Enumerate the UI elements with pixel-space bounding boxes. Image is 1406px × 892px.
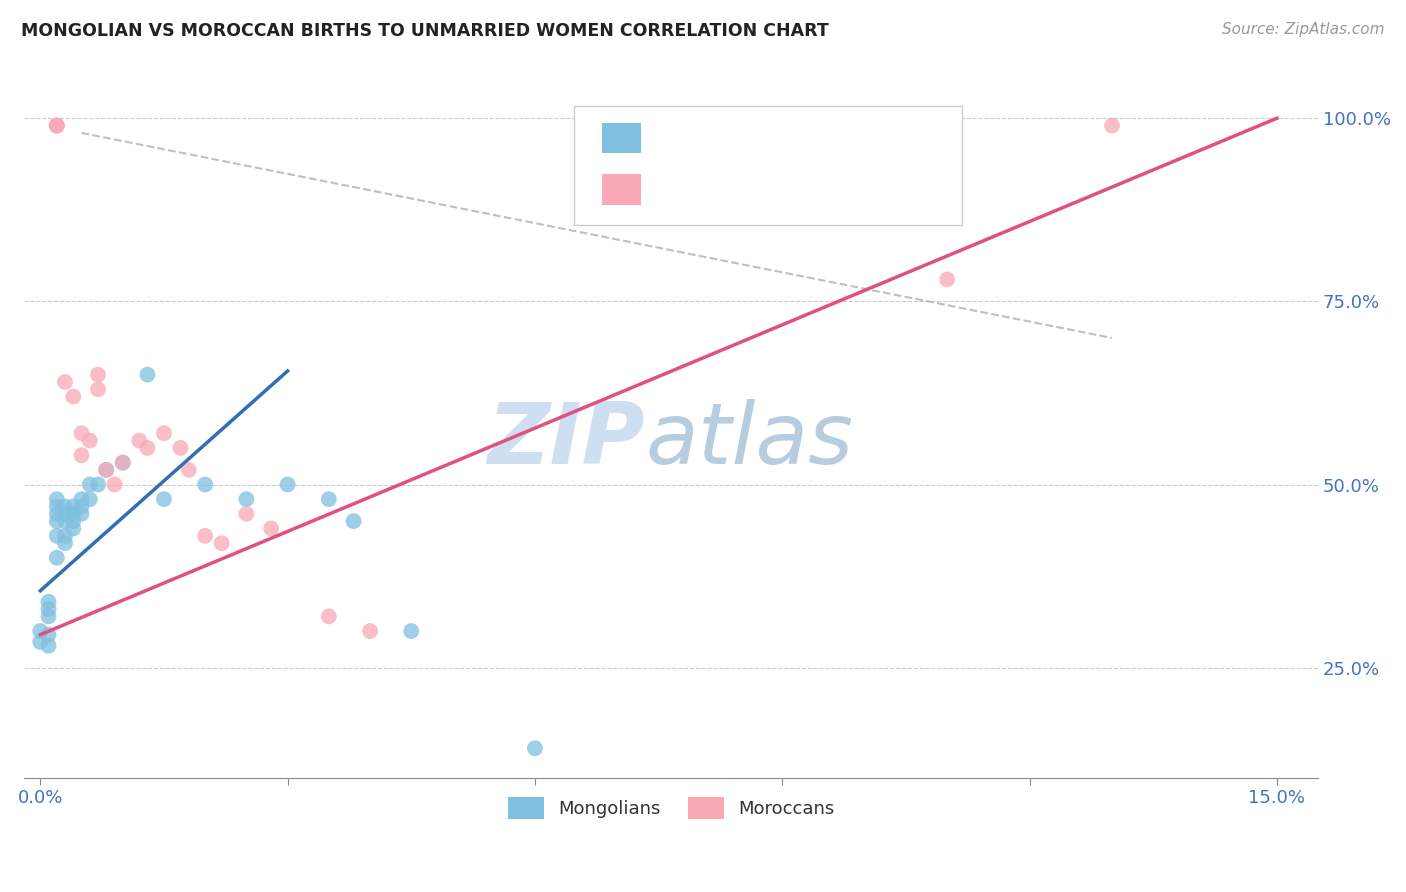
Point	[211, 536, 233, 550]
Point	[136, 368, 159, 382]
Point	[53, 536, 76, 550]
Point	[194, 529, 217, 543]
Point	[153, 492, 176, 507]
Point	[153, 426, 176, 441]
Point	[38, 595, 60, 609]
Point	[96, 463, 118, 477]
Point	[38, 639, 60, 653]
Point	[70, 492, 93, 507]
Point	[194, 477, 217, 491]
Point	[62, 390, 84, 404]
FancyBboxPatch shape	[602, 123, 641, 153]
Point	[111, 456, 134, 470]
Point	[45, 119, 67, 133]
Point	[87, 477, 110, 491]
Point	[359, 624, 381, 638]
Text: N = 28: N = 28	[806, 180, 873, 199]
Point	[70, 500, 93, 514]
Point	[38, 602, 60, 616]
Point	[79, 434, 101, 448]
Point	[53, 500, 76, 514]
Point	[1101, 119, 1123, 133]
Point	[111, 456, 134, 470]
Point	[235, 492, 257, 507]
Point	[128, 434, 150, 448]
Point	[70, 448, 93, 462]
Point	[62, 514, 84, 528]
Point	[342, 514, 364, 528]
Point	[936, 272, 959, 286]
Point	[53, 514, 76, 528]
Point	[45, 119, 67, 133]
Legend: Mongolians, Moroccans: Mongolians, Moroccans	[501, 789, 842, 826]
Text: atlas: atlas	[645, 399, 853, 482]
Text: MONGOLIAN VS MOROCCAN BIRTHS TO UNMARRIED WOMEN CORRELATION CHART: MONGOLIAN VS MOROCCAN BIRTHS TO UNMARRIE…	[21, 22, 830, 40]
Point	[38, 628, 60, 642]
Point	[277, 477, 299, 491]
Text: N = 39: N = 39	[806, 128, 873, 147]
Point	[79, 477, 101, 491]
Point	[30, 635, 52, 649]
Point	[523, 741, 546, 756]
Point	[318, 609, 340, 624]
Point	[45, 492, 67, 507]
Point	[53, 507, 76, 521]
Point	[235, 507, 257, 521]
Point	[45, 550, 67, 565]
Point	[53, 529, 76, 543]
Text: R = 0.499: R = 0.499	[657, 128, 755, 147]
Point	[318, 492, 340, 507]
Point	[62, 500, 84, 514]
Point	[45, 119, 67, 133]
Point	[38, 609, 60, 624]
Point	[53, 375, 76, 389]
Point	[62, 507, 84, 521]
FancyBboxPatch shape	[602, 175, 641, 204]
FancyBboxPatch shape	[574, 106, 962, 225]
Text: Source: ZipAtlas.com: Source: ZipAtlas.com	[1222, 22, 1385, 37]
Text: ZIP: ZIP	[488, 399, 645, 482]
Point	[96, 463, 118, 477]
Point	[401, 624, 423, 638]
Point	[70, 426, 93, 441]
Point	[79, 492, 101, 507]
Point	[177, 463, 200, 477]
Point	[169, 441, 191, 455]
Point	[260, 521, 283, 535]
Text: R = 0.509: R = 0.509	[657, 180, 755, 199]
Point	[87, 382, 110, 396]
Point	[87, 368, 110, 382]
Point	[136, 441, 159, 455]
Point	[45, 507, 67, 521]
Point	[45, 514, 67, 528]
Point	[103, 477, 125, 491]
Point	[30, 624, 52, 638]
Point	[45, 500, 67, 514]
Point	[62, 521, 84, 535]
Point	[70, 507, 93, 521]
Point	[45, 529, 67, 543]
